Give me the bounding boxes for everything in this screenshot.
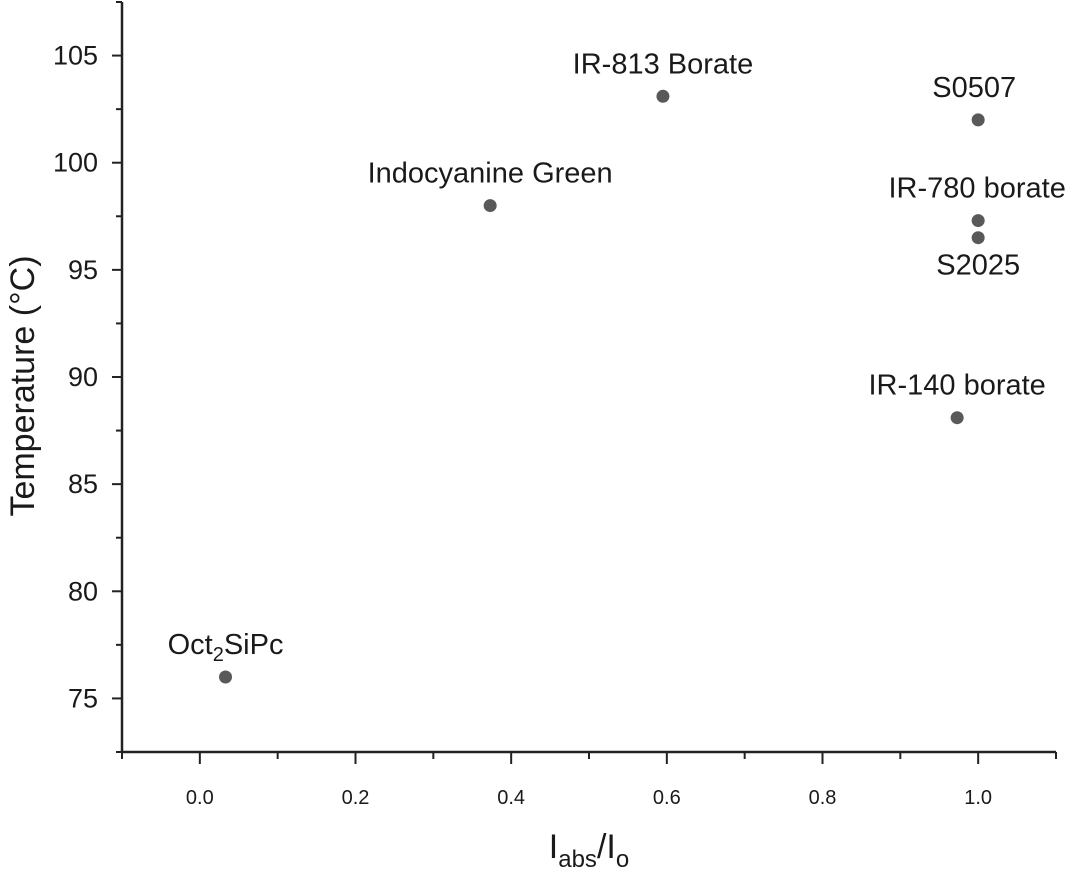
point-label: S2025 [936,250,1020,282]
y-tick-label: 85 [68,469,98,499]
tick-labels: 75 80 85 90 95 100 105 0.0 0.2 0.4 0.6 0.8 1.0 [53,41,992,809]
x-tick-label: 0.6 [653,787,681,809]
point-label: Indocyanine Green [368,158,613,190]
x-tick-label: 0.2 [342,787,370,809]
data-point [656,89,670,103]
y-tick-label: 105 [53,41,98,71]
y-tick-label: 75 [68,683,98,713]
data-point [971,113,985,127]
point-label: S0507 [932,72,1016,104]
x-axis-title-sub1: abs [558,846,597,873]
x-tick-label: 1.0 [964,787,992,809]
x-tick-label: 0.0 [186,787,214,809]
point-label: IR-140 borate [868,370,1045,402]
y-axis-title: Temperature (°C) [4,255,42,516]
data-point [971,214,985,228]
x-tick-label: 0.4 [497,787,525,809]
data-point [971,231,985,245]
data-point [219,670,233,684]
point-label: IR-780 borate [889,173,1066,205]
x-tick-label: 0.8 [809,787,837,809]
point-label: Oct2SiPc [168,629,284,666]
data-point [950,411,964,425]
x-axis-title-main: I [549,828,558,866]
y-tick-label: 90 [68,362,98,392]
data-point [483,199,497,213]
y-tick-label: 100 [53,148,98,178]
point-labels: Oct2SiPc Indocyanine Green IR-813 Borate S0… [168,48,1066,666]
x-axis-title-sep: /I [597,828,616,866]
x-axis-title-sub2: o [616,846,629,873]
point-label: IR-813 Borate [573,48,754,80]
x-axis-title: Iabs/Io [549,828,629,873]
y-tick-label: 95 [68,255,98,285]
axis-ticks [112,1,1057,764]
y-tick-label: 80 [68,576,98,606]
data-points [219,89,985,684]
